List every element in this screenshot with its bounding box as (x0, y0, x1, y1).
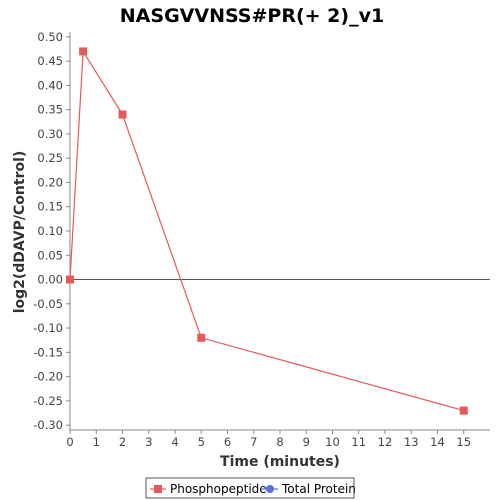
x-tick-label: 12 (378, 435, 393, 449)
x-tick-label: 11 (351, 435, 366, 449)
y-tick-label: -0.30 (33, 418, 63, 432)
y-tick-label: -0.15 (33, 345, 63, 359)
data-point (197, 333, 206, 342)
x-tick-label: 7 (250, 435, 257, 449)
chart-title: NASGVVNSS#PR(+ 2)_v1 (120, 5, 384, 27)
x-tick-label: 10 (325, 435, 340, 449)
y-tick-label: 0.05 (37, 248, 63, 262)
x-axis-label: Time (minutes) (220, 454, 340, 470)
x-tick-label: 1 (93, 435, 100, 449)
y-tick-label: 0.20 (37, 175, 63, 189)
legend-label: Total Protein (281, 482, 356, 496)
y-tick-label: 0.00 (37, 273, 63, 287)
x-tick-label: 4 (171, 435, 178, 449)
y-tick-label: 0.35 (37, 103, 63, 117)
x-tick-label: 8 (276, 435, 283, 449)
y-tick-label: 0.50 (37, 30, 63, 44)
y-tick-label: 0.10 (37, 224, 63, 238)
x-tick-label: 3 (145, 435, 152, 449)
x-tick-label: 9 (303, 435, 310, 449)
x-tick-label: 14 (430, 435, 445, 449)
y-axis-label: log2(dDAVP/Control) (12, 151, 28, 314)
x-tick-label: 15 (456, 435, 471, 449)
data-point (79, 47, 88, 56)
y-tick-label: 0.15 (37, 200, 63, 214)
x-tick-label: 6 (224, 435, 231, 449)
axes: 0.50 0.45 0.40 0.35 0.30 0.25 0.20 0.15 0.10 0.05… (33, 30, 490, 449)
y-tick-label: 0.30 (37, 127, 63, 141)
y-tick-label: -0.10 (33, 321, 63, 335)
x-tick-label: 0 (66, 435, 73, 449)
legend-label: Phosphopeptide (170, 482, 267, 496)
series-layer (66, 47, 468, 415)
data-point (118, 110, 127, 119)
y-tick-label: -0.20 (33, 370, 63, 384)
x-tick-label: 5 (198, 435, 205, 449)
plot-background (70, 32, 490, 430)
x-tick-label: 2 (119, 435, 126, 449)
y-tick-label: 0.25 (37, 151, 63, 165)
data-point (66, 275, 74, 284)
legend-marker (266, 485, 274, 493)
legend: Phosphopeptide Total Protein (145, 477, 356, 499)
legend-box (145, 477, 355, 499)
y-tick-label: -0.05 (33, 297, 63, 311)
y-tick-label: 0.40 (37, 78, 63, 92)
y-tick-label: -0.25 (33, 394, 63, 408)
legend-marker (154, 485, 162, 493)
data-point (459, 406, 468, 415)
x-tick-label: 13 (404, 435, 419, 449)
y-tick-label: 0.45 (37, 54, 63, 68)
plot-area: 0.50 0.45 0.40 0.35 0.30 0.25 0.20 0.15 0.10 0.05… (33, 30, 490, 449)
